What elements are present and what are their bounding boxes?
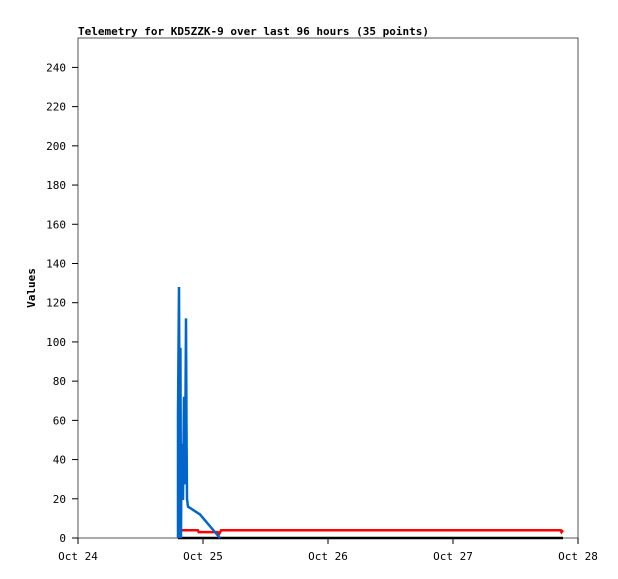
x-tick-label: Oct 26 (308, 550, 348, 563)
chart-title: Telemetry for KD5ZZK-9 over last 96 hour… (78, 25, 429, 38)
y-tick-label: 220 (46, 101, 66, 114)
y-tick-label: 240 (46, 61, 66, 74)
y-tick-label: 0 (59, 532, 66, 545)
y-tick-label: 140 (46, 257, 66, 270)
y-tick-label: 100 (46, 336, 66, 349)
y-tick-label: 160 (46, 218, 66, 231)
y-axis-label: Values (25, 268, 38, 308)
y-tick-label: 200 (46, 140, 66, 153)
y-tick-label: 80 (53, 375, 66, 388)
x-tick-label: Oct 24 (58, 550, 98, 563)
y-tick-label: 20 (53, 493, 66, 506)
series-line-1 (182, 528, 564, 537)
y-tick-label: 40 (53, 454, 66, 467)
x-tick-label: Oct 28 (558, 550, 598, 563)
y-tick-label: 60 (53, 414, 66, 427)
x-tick-label: Oct 27 (433, 550, 473, 563)
plot-frame (77, 37, 579, 539)
x-tick-label: Oct 25 (183, 550, 223, 563)
series-line-2 (176, 286, 221, 539)
y-tick-label: 180 (46, 179, 66, 192)
y-tick-label: 120 (46, 297, 66, 310)
